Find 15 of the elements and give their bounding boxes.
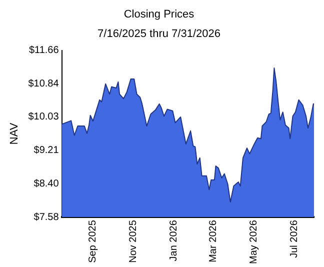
x-tick-label: Nov 2025 bbox=[128, 220, 140, 263]
x-tick-label: Jul 2026 bbox=[288, 220, 300, 258]
y-tick-label: $8.40 bbox=[34, 178, 60, 190]
x-tick-label: Sep 2025 bbox=[88, 220, 99, 263]
chart-title: Closing Prices bbox=[124, 8, 195, 21]
chart-subtitle: 7/16/2025 thru 7/31/2026 bbox=[98, 28, 220, 40]
y-axis-title: NAV bbox=[8, 122, 21, 145]
x-tick-label: Mar 2026 bbox=[208, 220, 219, 262]
y-tick-label: $7.58 bbox=[34, 212, 60, 223]
y-tick-label: $11.66 bbox=[28, 45, 60, 56]
x-tick-label: Jan 2026 bbox=[168, 220, 180, 262]
y-tick-label: $10.03 bbox=[28, 112, 60, 123]
y-tick-label: $10.84 bbox=[28, 78, 60, 90]
x-tick-label: May 2026 bbox=[248, 220, 260, 264]
y-tick-label: $9.21 bbox=[34, 145, 60, 156]
